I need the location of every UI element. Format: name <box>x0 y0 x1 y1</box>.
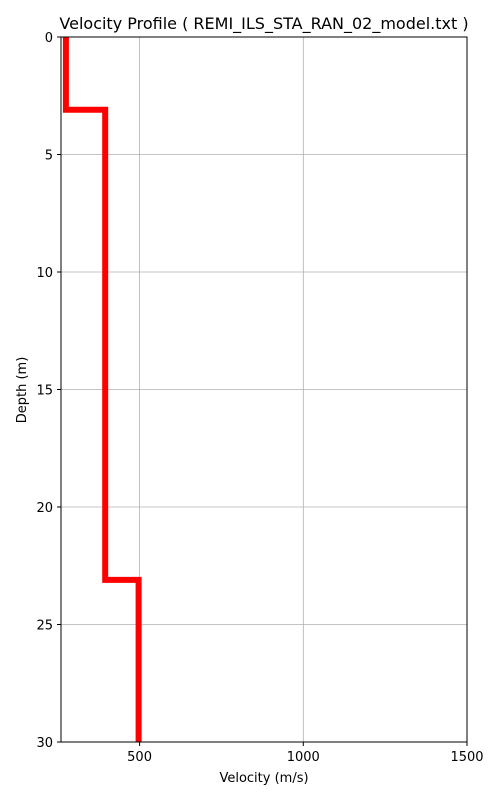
chart-title: Velocity Profile ( REMI_ILS_STA_RAN_02_m… <box>59 14 468 34</box>
y-axis-label: Depth (m) <box>15 357 30 424</box>
y-tick-label: 20 <box>36 501 53 516</box>
x-tick-label: 1500 <box>450 750 483 765</box>
x-tick-label: 500 <box>127 750 152 765</box>
y-tick-label: 0 <box>45 31 53 46</box>
y-tick-label: 5 <box>45 149 53 164</box>
series-layer <box>62 37 142 742</box>
y-tick-label: 15 <box>36 384 53 399</box>
y-tick-label: 25 <box>36 619 53 634</box>
y-tick-label: 30 <box>36 736 53 751</box>
x-axis-ticks: 500 1000 1500 <box>127 742 484 765</box>
x-axis-label: Velocity (m/s) <box>219 771 308 786</box>
velocity-profile-line <box>62 37 142 742</box>
y-axis-ticks: 0 5 10 15 20 25 30 <box>36 31 61 751</box>
y-tick-label: 10 <box>36 266 53 281</box>
x-tick-label: 1000 <box>287 750 320 765</box>
